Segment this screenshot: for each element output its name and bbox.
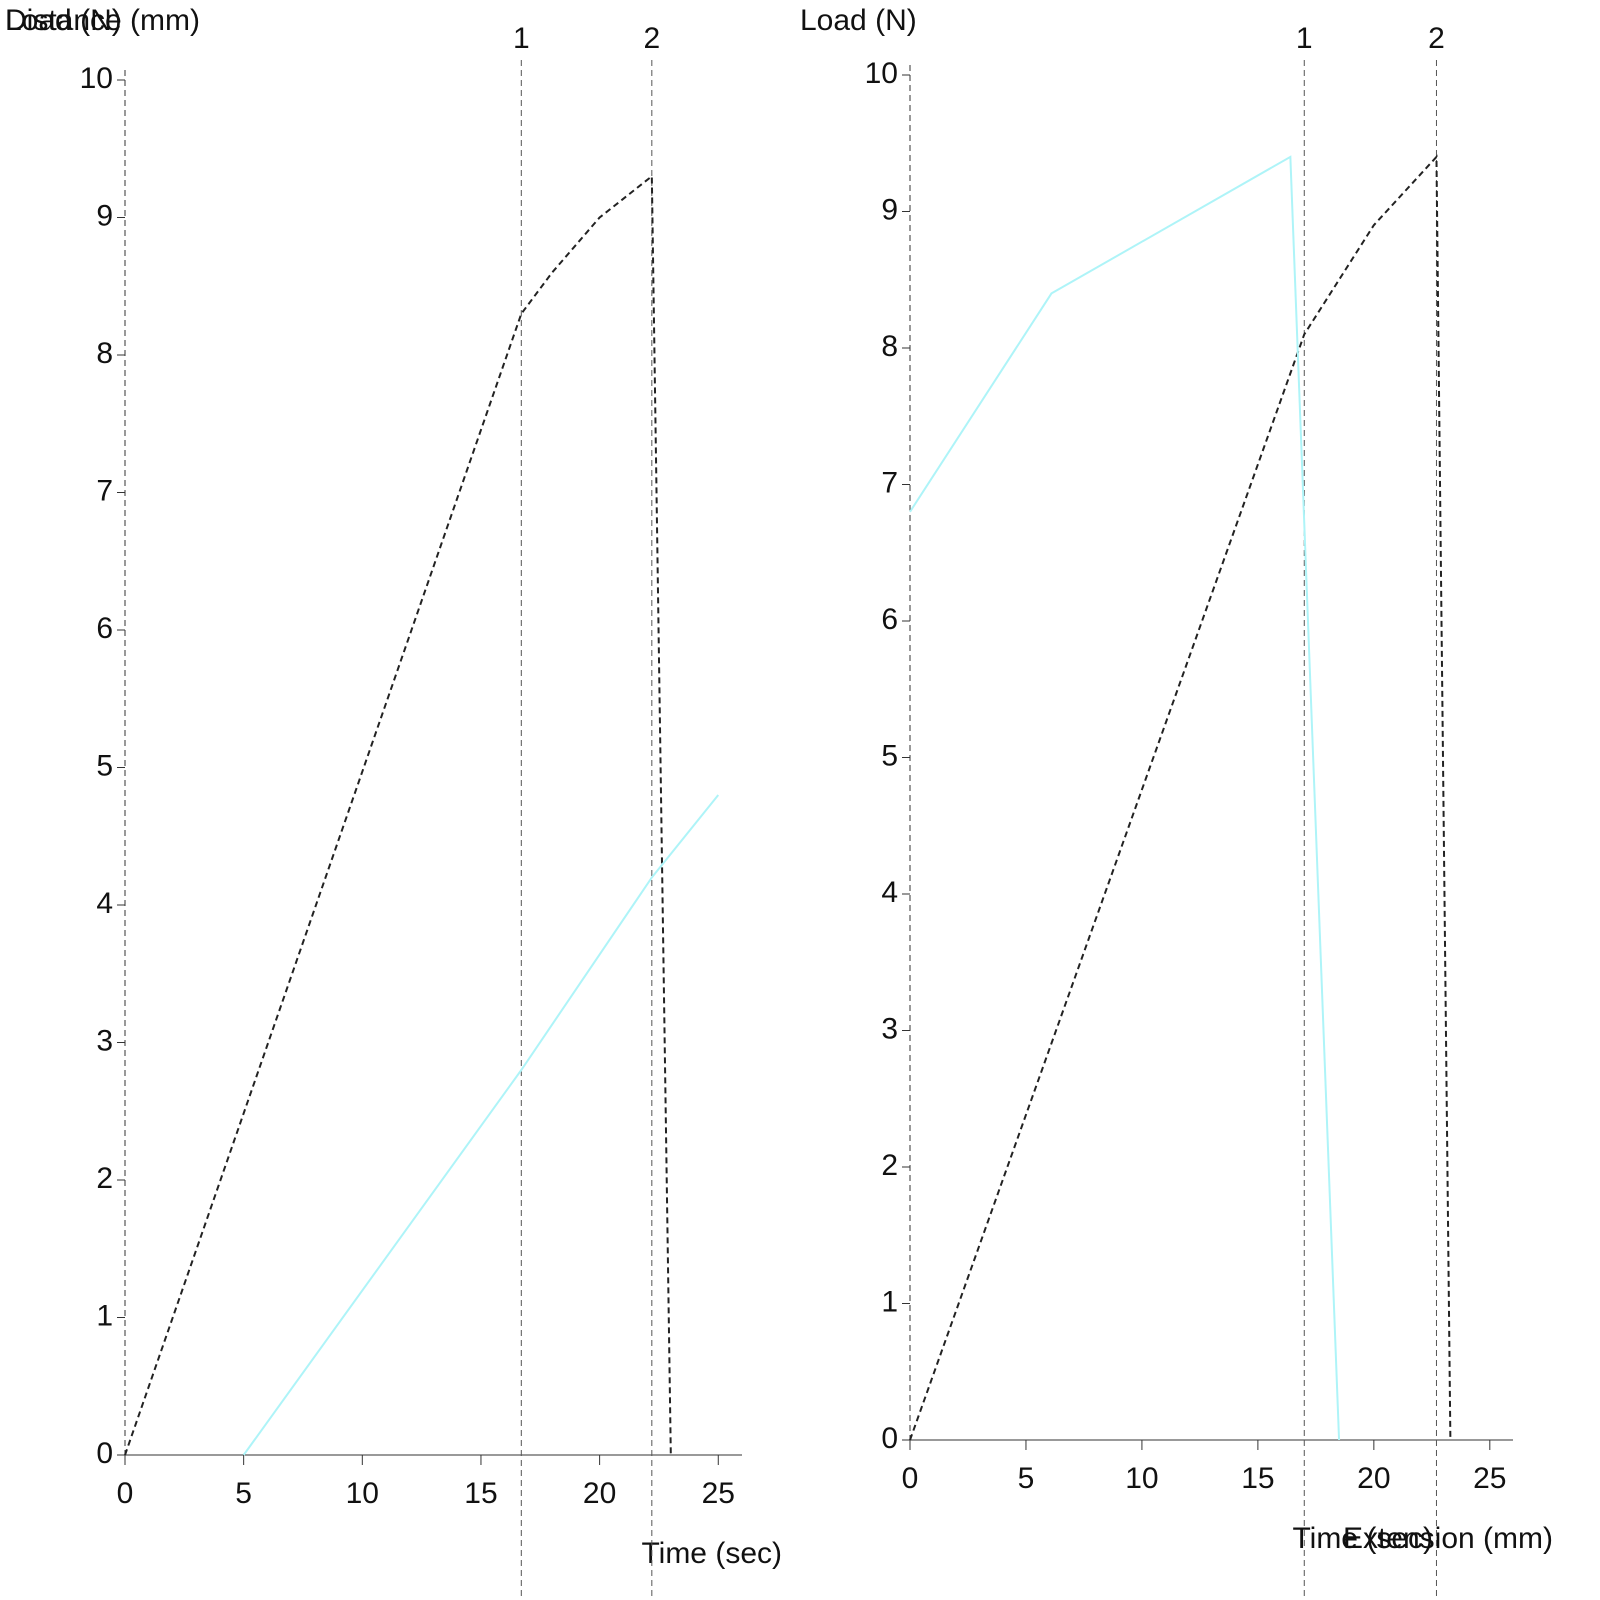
y-tick-label: 3 [96,1024,113,1057]
x-tick-label: 25 [702,1477,735,1510]
y-tick-label: 0 [96,1437,113,1470]
y-tick-label: 1 [96,1299,113,1332]
marker-label: 1 [513,22,530,55]
x-tick-label: 15 [464,1477,497,1510]
series-line [124,174,672,1456]
x-tick-label: 20 [1357,1462,1390,1495]
y-axis-title: Load (N) [800,4,917,37]
x-tick-label: 5 [235,1477,252,1510]
y2-axis-title: Distance (mm) [5,4,200,37]
x-tick-label: 25 [1473,1462,1506,1495]
y-tick-label: 0 [881,1422,898,1455]
y-tick-label: 8 [96,337,113,370]
y-tick-label: 4 [96,887,113,920]
y-tick-label: 8 [881,330,898,363]
y-tick-label: 2 [96,1162,113,1195]
x-tick-label: 10 [346,1477,379,1510]
y-tick-label: 5 [96,749,113,782]
y-tick-label: 2 [881,1149,898,1182]
marker-label: 2 [1428,22,1445,55]
y-tick-label: 10 [865,57,898,90]
y-tick-label: 1 [881,1285,898,1318]
y-tick-label: 6 [96,612,113,645]
x-tick-label: 5 [1018,1462,1035,1495]
y-axis-title: Load (N) [5,4,122,37]
marker-label: 2 [643,22,660,55]
x-tick-label: 0 [902,1462,919,1495]
y-tick-label: 7 [881,466,898,499]
y-tick-label: 4 [881,876,898,909]
x-axis-title: Extension (mm) [1343,1522,1553,1555]
marker-label: 1 [1296,22,1313,55]
y-tick-label: 7 [96,474,113,507]
series-line [242,794,720,1456]
series-line [909,154,1452,1441]
x-tick-label: 10 [1125,1462,1158,1495]
y-tick-label: 5 [881,739,898,772]
x-tick-label: 0 [117,1477,134,1510]
x2-axis-title: Time (sec) [1292,1522,1433,1555]
y-tick-label: 6 [881,603,898,636]
y-tick-label: 9 [881,193,898,226]
x-tick-label: 20 [583,1477,616,1510]
y-tick-label: 10 [80,62,113,95]
y-tick-label: 9 [96,199,113,232]
x-tick-label: 15 [1241,1462,1274,1495]
series-line [909,155,1341,1441]
x-axis-title: Time (sec) [641,1537,782,1570]
y-tick-label: 3 [881,1012,898,1045]
